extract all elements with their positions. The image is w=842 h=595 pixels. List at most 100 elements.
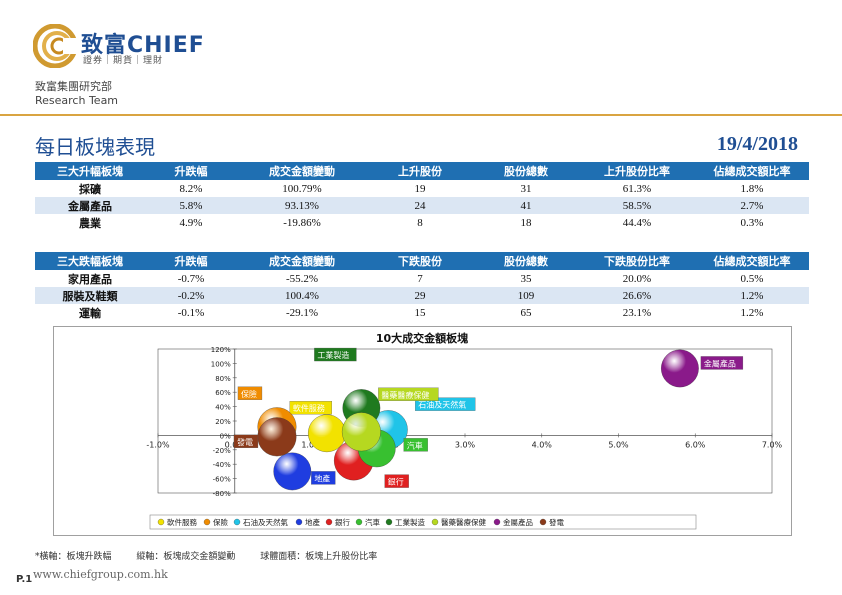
bubble-label: 石油及天然氣 (418, 400, 466, 410)
bubble-chart: 10大成交金額板塊 -1.0%0.0%1.0%2.0%3.0%4.0%5.0%6… (146, 331, 783, 530)
company-logo: 致富CHIEF 證券｜期貨｜理財 (33, 24, 233, 70)
bubble-label-box (289, 401, 333, 415)
table-cell: 44.4% (622, 216, 652, 229)
top-losers-table: 三大跌幅板塊 升跌幅 成交金額變動 下跌股份 股份總數 下跌股份比率 佔總成交額比率 家用產… (35, 252, 809, 321)
x-tick-label: -1.0% (146, 440, 170, 449)
y-tick-label: 80% (215, 375, 231, 383)
table-cell: 8.2% (179, 182, 203, 195)
table-cell: 93.13% (237, 197, 367, 214)
table-cell: 0.3% (740, 216, 764, 229)
y-tick-label: -80% (213, 490, 231, 498)
table-cell: 18 (520, 216, 532, 229)
bubble-label-box (384, 474, 409, 488)
swirl-logo-icon (33, 24, 77, 68)
table-header-cell: 升跌幅 (145, 252, 237, 270)
top-gainers-table: 三大升幅板塊 升跌幅 成交金額變動 上升股份 股份總數 上升股份比率 佔總成交額比率 採礦 8… (35, 162, 809, 231)
table-header-cell: 上升股份 (367, 162, 473, 180)
team-cn: 致富集團研究部 (35, 80, 112, 93)
table-cell: -29.1% (285, 306, 319, 319)
brand-tagline: 證券｜期貨｜理財 (83, 56, 164, 66)
table-cell: 29 (367, 287, 473, 304)
website-link[interactable]: www.chiefgroup.com.hk (33, 568, 168, 581)
chart-footnote: *橫軸：板塊升跌幅 縱軸：板塊成交金額變動 球體面積：板塊上升股份比率 (35, 549, 399, 562)
bubble-label-box (700, 356, 744, 370)
page-number: P.1 (16, 574, 33, 585)
sector-name-cell: 採礦 (79, 183, 101, 196)
table-cell: 1.8% (740, 182, 764, 195)
legend-label: 工業製造 (395, 517, 425, 527)
bubble-7 (341, 412, 381, 452)
table-row: 服裝及鞋類 -0.2% 100.4% 29 109 26.6% 1.2% (35, 287, 809, 304)
legend-label: 金屬產品 (503, 517, 533, 527)
sector-name-cell: 服裝及鞋類 (35, 287, 145, 304)
bubble-label: 金屬產品 (704, 358, 736, 368)
x-tick-label: 6.0% (685, 440, 706, 449)
legend-swatch (431, 518, 439, 526)
legend-swatch (233, 518, 241, 526)
bubble-label: 軟件服務 (293, 403, 325, 413)
table-cell: 109 (473, 287, 579, 304)
legend-swatch (295, 518, 303, 526)
bubble-label: 汽車 (407, 440, 423, 450)
table-header-cell: 成交金額變動 (237, 252, 367, 270)
table-cell: 100.79% (282, 182, 322, 195)
chart-legend (149, 514, 697, 530)
footnote-bubble-size: 球體面積：板塊上升股份比率 (260, 552, 378, 562)
table-cell: 100.4% (237, 287, 367, 304)
brand-name: 致富CHIEF (81, 33, 205, 58)
y-tick-label: 100% (211, 360, 231, 368)
table-cell: 4.9% (179, 216, 203, 229)
bubble-label: 工業製造 (317, 350, 349, 360)
table-header-cell: 下跌股份 (367, 252, 473, 270)
table-header-cell: 股份總數 (473, 252, 579, 270)
table-header-cell: 升跌幅 (145, 162, 237, 180)
legend-swatch (325, 518, 333, 526)
bubble-label-box (233, 434, 259, 448)
table-cell: 26.6% (579, 287, 695, 304)
table-cell: 20.0% (622, 272, 652, 285)
bubble-label: 保險 (241, 389, 257, 399)
bubble-8 (661, 349, 699, 388)
legend-label: 汽車 (365, 517, 380, 527)
table-header-cell: 三大升幅板塊 (35, 162, 145, 180)
y-tick-label: -60% (213, 476, 231, 484)
table-cell: 0.5% (740, 272, 764, 285)
table-cell: 41 (473, 197, 579, 214)
legend-swatch (203, 518, 211, 526)
bubble-label-box (314, 347, 357, 362)
bubble-label: 發電 (237, 438, 253, 447)
x-tick-label: 5.0% (608, 440, 629, 449)
y-tick-label: -40% (213, 461, 231, 469)
table-header-cell: 三大跌幅板塊 (35, 252, 145, 270)
table-cell: 15 (414, 306, 426, 319)
table-header-cell: 下跌股份比率 (579, 252, 695, 270)
table-cell: -19.86% (283, 216, 321, 229)
x-tick-label: 4.0% (532, 440, 553, 449)
research-team-label: 致富集團研究部 Research Team (35, 80, 118, 108)
bubble-label-box (403, 438, 428, 452)
table-cell: 58.5% (579, 197, 695, 214)
table-cell: 23.1% (622, 306, 652, 319)
y-tick-label: 40% (215, 404, 231, 412)
table-cell: 2.7% (695, 197, 809, 214)
table-header-cell: 佔總成交額比率 (695, 252, 809, 270)
legend-swatch (157, 518, 165, 526)
table-row: 金屬產品 5.8% 93.13% 24 41 58.5% 2.7% (35, 197, 809, 214)
table-cell: 61.3% (622, 182, 652, 195)
table-cell: 1.2% (695, 287, 809, 304)
table-cell: -55.2% (285, 272, 319, 285)
table-cell: 35 (520, 272, 532, 285)
table-header-cell: 上升股份比率 (579, 162, 695, 180)
table-cell: 7 (417, 272, 423, 285)
bubble-9 (257, 417, 297, 457)
team-en: Research Team (35, 94, 119, 107)
page-title: 每日板塊表現 (35, 135, 155, 159)
table-cell: 31 (520, 182, 532, 195)
bubble-chart-container: 10大成交金額板塊 -1.0%0.0%1.0%2.0%3.0%4.0%5.0%6… (53, 326, 792, 536)
legend-label: 醫藥醫療保健 (441, 517, 486, 527)
table-cell: 19 (414, 182, 426, 195)
bubble-label: 地產 (314, 473, 330, 483)
legend-label: 銀行 (335, 517, 350, 527)
table-cell: -0.1% (177, 306, 205, 319)
bubble-label: 醫藥醫療保健 (381, 390, 429, 400)
